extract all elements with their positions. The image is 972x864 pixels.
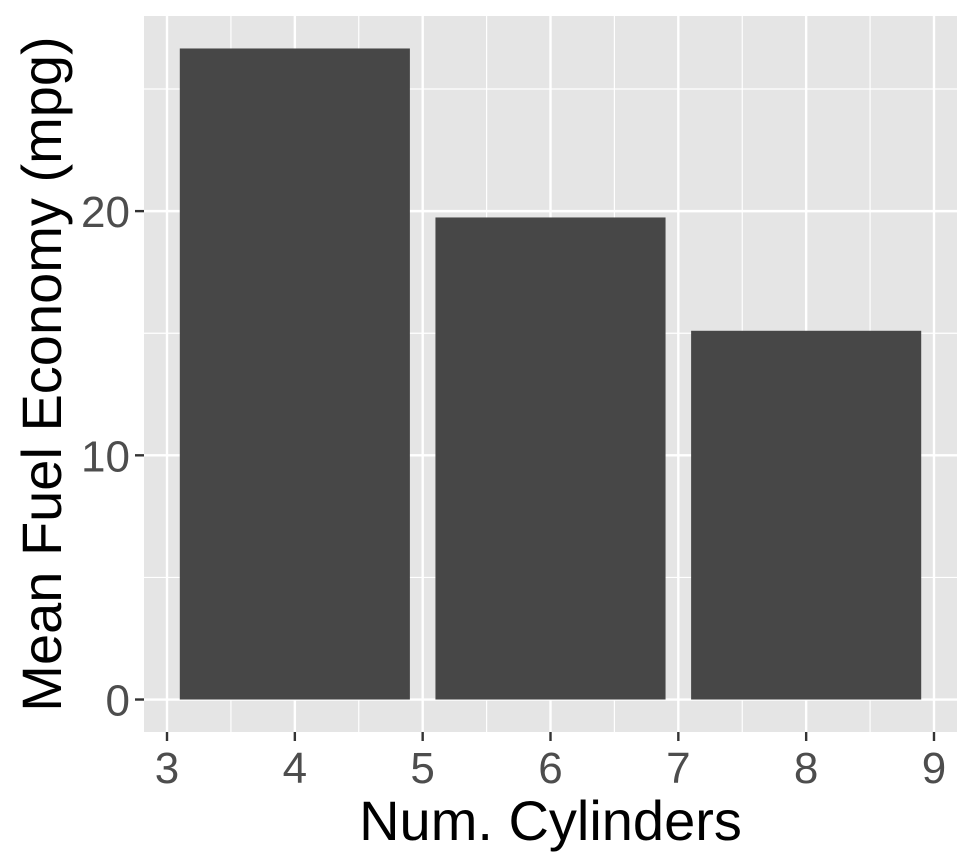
x-tick-label: 4 <box>283 744 307 793</box>
x-tick-label: 6 <box>538 744 562 793</box>
bar-8-cyl <box>691 330 922 700</box>
x-axis-ticks: 3 4 5 6 7 8 9 <box>155 732 946 793</box>
y-axis-title: Mean Fuel Economy (mpg) <box>10 36 73 711</box>
x-tick-label: 5 <box>410 744 434 793</box>
y-tick-label: 20 <box>81 188 130 237</box>
bar-4-cyl <box>179 48 410 700</box>
x-tick-label: 9 <box>922 744 946 793</box>
x-tick-label: 3 <box>155 744 179 793</box>
y-axis-ticks: 0 10 20 <box>81 188 144 726</box>
x-axis-title: Num. Cylinders <box>359 789 742 852</box>
bars <box>179 48 922 700</box>
y-tick-label: 0 <box>106 677 130 726</box>
bar-6-cyl <box>435 217 666 700</box>
y-tick-label: 10 <box>81 432 130 481</box>
x-tick-label: 8 <box>794 744 818 793</box>
x-tick-label: 7 <box>666 744 690 793</box>
